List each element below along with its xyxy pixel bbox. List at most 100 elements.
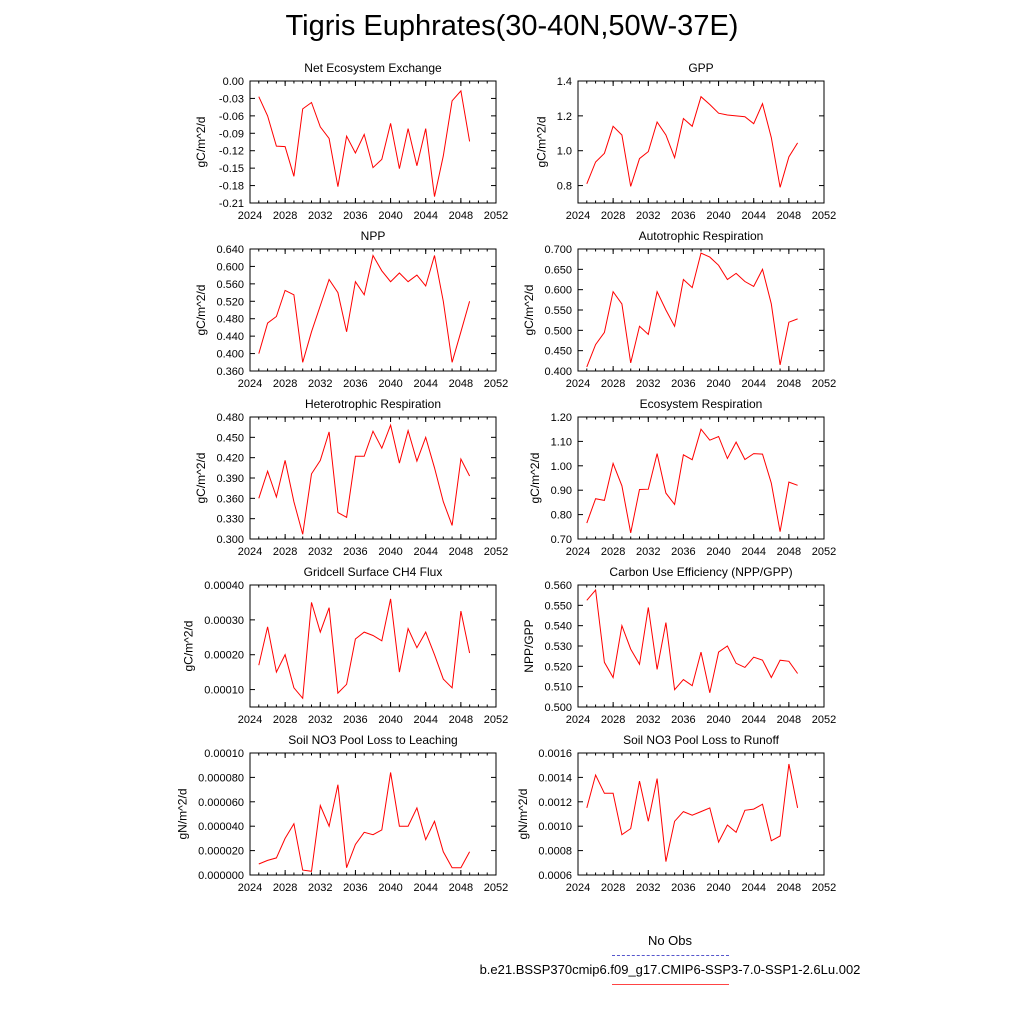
y-tick-label: 0.440 — [216, 331, 244, 343]
plot-frame — [249, 80, 497, 204]
x-tick-label: 2040 — [706, 210, 730, 222]
y-axis-label: gC/m^2/d — [534, 117, 548, 168]
y-axis-label: gC/m^2/d — [194, 285, 208, 336]
panel-title: Soil NO3 Pool Loss to Runoff — [623, 733, 780, 747]
series-line — [258, 423, 471, 535]
y-tick-label: 0.000080 — [198, 772, 244, 784]
chart-panel: Ecosystem Respiration 2024 2028 2032 2036 204… — [528, 397, 836, 558]
x-tick-label: 2032 — [636, 714, 660, 726]
chart-panel: Net Ecosystem Exchange 2024 2028 2032 2036 20… — [194, 61, 508, 222]
y-tick-label: 0.00 — [223, 76, 244, 88]
x-tick-label: 2044 — [413, 210, 437, 222]
series-line — [258, 254, 471, 363]
y-tick-label: 0.8 — [557, 181, 572, 193]
x-tick-label: 2024 — [566, 882, 590, 894]
x-tick-label: 2028 — [273, 882, 297, 894]
x-tick-label: 2040 — [706, 546, 730, 558]
y-tick-label: 0.360 — [216, 493, 244, 505]
x-tick-label: 2032 — [636, 378, 660, 390]
x-tick-label: 2040 — [706, 882, 730, 894]
x-tick-label: 2032 — [636, 546, 660, 558]
x-tick-label: 2024 — [566, 714, 590, 726]
x-tick-label: 2036 — [671, 546, 695, 558]
legend-no-obs-label: No Obs — [647, 933, 693, 948]
x-tick-label: 2028 — [601, 546, 625, 558]
legend-no-obs-line — [612, 955, 729, 956]
panel-title: Net Ecosystem Exchange — [304, 61, 442, 75]
y-tick-label: 0.000060 — [198, 797, 244, 809]
y-tick-label: 0.520 — [216, 296, 244, 308]
x-tick-label: 2044 — [741, 378, 765, 390]
x-tick-label: 2044 — [741, 210, 765, 222]
plot-frame — [249, 416, 497, 540]
y-tick-label: 0.000000 — [198, 870, 244, 882]
x-tick-label: 2036 — [343, 714, 367, 726]
chart-panel: GPP 2024 2028 2032 2036 2040 2044 2048 2052 1.4 1.… — [534, 61, 836, 222]
chart-panel: Gridcell Surface CH4 Flux 2024 2028 2032 203… — [182, 565, 509, 726]
x-tick-label: 2052 — [484, 882, 508, 894]
y-tick-label: 0.00010 — [204, 748, 244, 760]
x-tick-label: 2036 — [343, 882, 367, 894]
x-tick-label: 2028 — [273, 546, 297, 558]
x-tick-label: 2052 — [812, 882, 836, 894]
x-tick-label: 2032 — [308, 714, 332, 726]
x-tick-label: 2028 — [601, 210, 625, 222]
series-line — [258, 89, 471, 197]
y-tick-label: 0.650 — [544, 264, 572, 276]
chart-panel: Soil NO3 Pool Loss to Runoff 2024 2028 2032… — [516, 733, 836, 894]
x-tick-label: 2036 — [671, 210, 695, 222]
x-tick-label: 2048 — [449, 210, 473, 222]
y-tick-label: -0.06 — [219, 111, 244, 123]
series-line — [258, 598, 471, 700]
x-tick-label: 2032 — [308, 882, 332, 894]
x-tick-label: 2032 — [308, 546, 332, 558]
y-tick-label: 1.2 — [557, 111, 572, 123]
y-axis-label: gC/m^2/d — [194, 117, 208, 168]
y-tick-label: -0.03 — [219, 93, 244, 105]
plot-frame — [577, 248, 825, 372]
y-tick-label: 0.550 — [544, 305, 572, 317]
series-line — [258, 772, 471, 872]
legend-run-label: b.e21.BSSP370cmip6.f09_g17.CMIP6-SSP3-7.… — [479, 962, 861, 977]
y-tick-label: -0.12 — [219, 146, 244, 158]
y-tick-label: 0.000040 — [198, 821, 244, 833]
panel-title: Soil NO3 Pool Loss to Leaching — [288, 733, 457, 747]
series-line — [586, 763, 799, 862]
x-tick-label: 2048 — [449, 378, 473, 390]
x-tick-label: 2036 — [671, 378, 695, 390]
x-tick-label: 2052 — [484, 378, 508, 390]
x-tick-label: 2052 — [812, 210, 836, 222]
x-tick-label: 2032 — [636, 210, 660, 222]
y-tick-label: 0.0012 — [538, 797, 572, 809]
x-tick-label: 2024 — [238, 714, 262, 726]
x-tick-label: 2048 — [777, 378, 801, 390]
x-tick-label: 2040 — [378, 714, 402, 726]
x-tick-label: 2052 — [484, 210, 508, 222]
x-tick-label: 2048 — [777, 714, 801, 726]
y-tick-label: 0.70 — [551, 534, 572, 546]
y-tick-label: 0.90 — [551, 485, 572, 497]
y-tick-label: 0.0014 — [538, 772, 572, 784]
x-tick-label: 2024 — [566, 210, 590, 222]
y-tick-label: 0.510 — [544, 682, 572, 694]
x-tick-label: 2052 — [484, 546, 508, 558]
plot-frame — [577, 752, 825, 876]
panel-title: Heterotrophic Respiration — [305, 397, 441, 411]
y-tick-label: 1.4 — [557, 76, 572, 88]
y-tick-label: 0.300 — [216, 534, 244, 546]
x-tick-label: 2028 — [601, 882, 625, 894]
y-axis-label: NPP/GPP — [522, 619, 536, 672]
y-tick-label: 0.360 — [216, 366, 244, 378]
panel-title: Autotrophic Respiration — [639, 229, 764, 243]
x-tick-label: 2040 — [706, 714, 730, 726]
y-tick-label: 0.500 — [544, 702, 572, 714]
x-tick-label: 2044 — [413, 882, 437, 894]
y-tick-label: 0.450 — [216, 432, 244, 444]
y-axis-label: gC/m^2/d — [182, 621, 196, 672]
y-tick-label: 0.330 — [216, 514, 244, 526]
x-tick-label: 2036 — [343, 378, 367, 390]
x-tick-label: 2032 — [308, 378, 332, 390]
y-tick-label: 0.00020 — [204, 650, 244, 662]
x-tick-label: 2052 — [812, 714, 836, 726]
